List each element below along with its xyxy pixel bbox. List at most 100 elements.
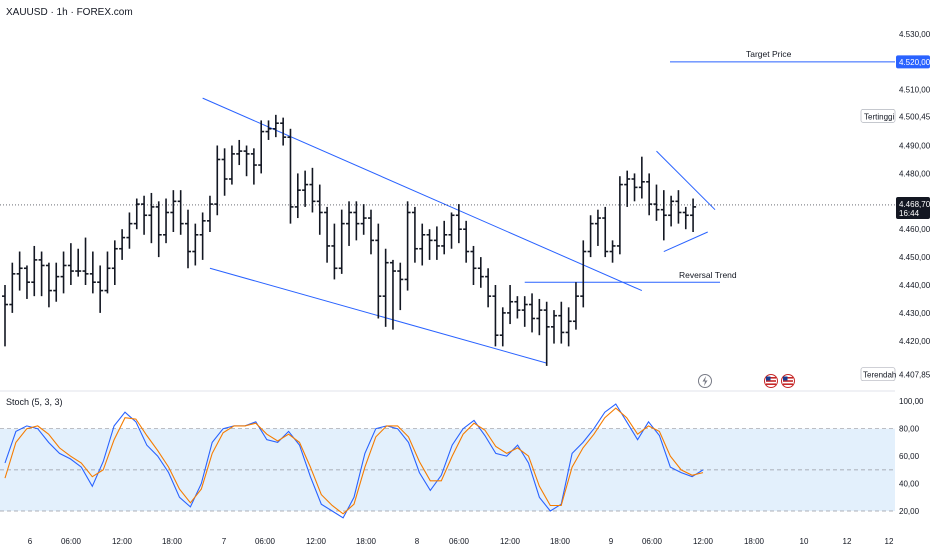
ohlc-bar[interactable] xyxy=(404,201,411,291)
ohlc-bar[interactable] xyxy=(192,223,199,266)
ohlc-bar[interactable] xyxy=(133,198,140,230)
ohlc-bar[interactable] xyxy=(141,195,148,235)
ohlc-bar[interactable] xyxy=(228,145,235,185)
ohlc-bar[interactable] xyxy=(82,237,89,285)
ohlc-bar[interactable] xyxy=(397,262,404,311)
ohlc-bar[interactable] xyxy=(602,206,609,258)
oscillator-panel[interactable]: Stoch (5, 3, 3) 100,00 80,00 60,00 40,00 20,0… xyxy=(0,397,924,519)
ohlc-bar[interactable] xyxy=(89,251,96,294)
ohlc-bar[interactable] xyxy=(45,262,52,308)
ohlc-bar[interactable] xyxy=(294,173,301,219)
ohlc-bar[interactable] xyxy=(477,257,484,288)
lightning-icon[interactable] xyxy=(698,374,712,388)
ohlc-bar[interactable] xyxy=(609,240,616,263)
price-panel[interactable]: 4.530,00 4.510,00 4.490,00 4.480,00 4.460,00… xyxy=(0,30,931,382)
ohlc-bar[interactable] xyxy=(638,156,645,199)
ohlc-bar[interactable] xyxy=(104,251,111,294)
ohlc-bar[interactable] xyxy=(492,285,499,347)
ohlc-bar[interactable] xyxy=(411,206,418,263)
ohlc-bar[interactable] xyxy=(331,223,338,280)
ohlc-bar[interactable] xyxy=(529,293,536,333)
ohlc-bar[interactable] xyxy=(38,251,45,297)
ohlc-bar[interactable] xyxy=(316,184,323,235)
ohlc-bar[interactable] xyxy=(324,206,331,263)
ohlc-bar[interactable] xyxy=(521,296,528,327)
ohlc-bar[interactable] xyxy=(419,223,426,266)
ohlc-bar[interactable] xyxy=(287,128,294,224)
ohlc-bar[interactable] xyxy=(682,206,689,230)
ohlc-bar[interactable] xyxy=(455,204,462,244)
ohlc-bar[interactable] xyxy=(53,262,60,302)
ohlc-bar[interactable] xyxy=(272,114,279,138)
ohlc-bar[interactable] xyxy=(23,265,30,299)
ohlc-bar[interactable] xyxy=(675,190,682,224)
ohlc-bar[interactable] xyxy=(185,209,191,269)
ohlc-bar[interactable] xyxy=(280,117,287,146)
ohlc-bar[interactable] xyxy=(382,248,389,327)
ohlc-bar[interactable] xyxy=(572,282,579,330)
ohlc-bar[interactable] xyxy=(353,201,360,241)
ohlc-bar[interactable] xyxy=(163,198,170,244)
ohlc-bar[interactable] xyxy=(368,209,374,255)
ohlc-bar[interactable] xyxy=(514,296,521,319)
ohlc-bar[interactable] xyxy=(565,307,572,347)
ohlc-bar[interactable] xyxy=(448,212,455,249)
ohlc-bar[interactable] xyxy=(690,198,697,232)
ohlc-bar[interactable] xyxy=(31,245,38,297)
ohlc-bar[interactable] xyxy=(631,173,638,202)
ohlc-bar[interactable] xyxy=(126,212,133,249)
ohlc-bar[interactable] xyxy=(148,192,155,244)
ohlc-bar[interactable] xyxy=(346,201,353,246)
ohlc-bar[interactable] xyxy=(199,212,206,260)
ohlc-bar[interactable] xyxy=(214,145,221,216)
ohlc-bar[interactable] xyxy=(243,145,250,177)
us-flag-icon[interactable] xyxy=(781,374,795,388)
ohlc-bar[interactable] xyxy=(426,229,433,260)
ohlc-bar[interactable] xyxy=(389,259,396,330)
us-flag-icon[interactable] xyxy=(764,374,778,388)
ohlc-bar[interactable] xyxy=(302,170,309,207)
trend-line[interactable] xyxy=(663,231,708,252)
ohlc-bar[interactable] xyxy=(250,148,257,185)
ohlc-bar[interactable] xyxy=(155,201,162,258)
ohlc-bar[interactable] xyxy=(433,226,440,260)
ohlc-bar[interactable] xyxy=(536,298,543,336)
ohlc-bar[interactable] xyxy=(653,184,660,221)
ohlc-bar[interactable] xyxy=(119,229,126,260)
ohlc-bar[interactable] xyxy=(60,251,67,294)
trend-line[interactable] xyxy=(656,150,716,211)
ohlc-bar[interactable] xyxy=(543,301,550,366)
ohlc-bar[interactable] xyxy=(236,139,243,166)
ohlc-bar[interactable] xyxy=(507,285,514,325)
ohlc-bar[interactable] xyxy=(265,120,272,140)
ohlc-bar[interactable] xyxy=(111,240,118,285)
ohlc-bar[interactable] xyxy=(558,301,565,344)
ohlc-bar[interactable] xyxy=(67,243,74,285)
ohlc-bar[interactable] xyxy=(616,176,623,255)
ohlc-bar[interactable] xyxy=(338,209,345,274)
ohlc-bar[interactable] xyxy=(2,285,8,347)
ohlc-bar[interactable] xyxy=(309,167,316,213)
ohlc-bar[interactable] xyxy=(485,268,492,308)
ohlc-bar[interactable] xyxy=(499,307,506,347)
ohlc-bar[interactable] xyxy=(97,265,104,313)
ohlc-bar[interactable] xyxy=(9,262,16,313)
ohlc-bar[interactable] xyxy=(258,120,265,174)
ohlc-bar[interactable] xyxy=(221,148,228,196)
ohlc-bar[interactable] xyxy=(206,195,213,232)
ohlc-bar[interactable] xyxy=(170,190,177,232)
ohlc-bar[interactable] xyxy=(16,251,23,291)
ohlc-bar[interactable] xyxy=(587,215,594,258)
ohlc-bar[interactable] xyxy=(624,170,631,207)
ohlc-bar[interactable] xyxy=(360,204,367,235)
ohlc-bar[interactable] xyxy=(177,190,184,235)
ohlc-bar[interactable] xyxy=(668,195,675,227)
ohlc-bar[interactable] xyxy=(375,223,382,319)
ohlc-bar[interactable] xyxy=(551,310,557,344)
ohlc-bar[interactable] xyxy=(660,190,667,241)
ohlc-bar[interactable] xyxy=(594,209,601,246)
ohlc-bar[interactable] xyxy=(75,248,82,277)
ohlc-bar[interactable] xyxy=(470,245,477,285)
ohlc-bar[interactable] xyxy=(580,240,587,308)
